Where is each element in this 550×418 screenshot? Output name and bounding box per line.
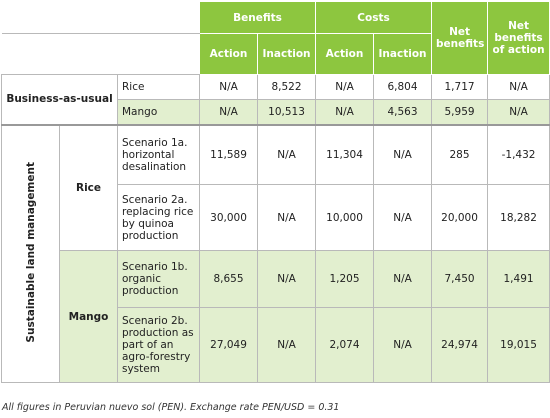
value-cell: N/A xyxy=(315,74,375,100)
value-cell: 11,304 xyxy=(315,123,375,185)
value-cell: N/A xyxy=(199,99,259,125)
value-cell: 2,074 xyxy=(315,307,375,383)
value-cell: 1,205 xyxy=(315,250,375,308)
value-cell: N/A xyxy=(257,123,317,185)
row: Mango Scenario 1b. organic production 8,… xyxy=(2,250,550,383)
value-cell: 20,000 xyxy=(431,184,489,251)
row: Business-as-usual Rice N/A 8,522 N/A 6,804 1… xyxy=(1,74,550,125)
value-cell: 1,717 xyxy=(431,74,489,100)
crop: Rice xyxy=(116,74,201,100)
value-cell: N/A xyxy=(487,99,550,125)
header-row: Benefits Costs Net benefits Net benefits… xyxy=(1,1,550,75)
row: Sustainable land management Rice Scenari… xyxy=(1,123,550,383)
value-cell: N/A xyxy=(373,184,433,251)
value-cell: N/A xyxy=(373,123,433,185)
crop: Mango xyxy=(116,99,201,125)
value-cell: 6,804 xyxy=(373,74,433,100)
header-group: Net benefits xyxy=(431,1,489,75)
results-table: Benefits Costs Net benefits Net benefits… xyxy=(1,1,550,383)
header-group: Benefits xyxy=(199,1,317,34)
scenario: Scenario 1b. organic production xyxy=(116,250,201,308)
value-cell: N/A xyxy=(373,307,433,383)
crop: Rice xyxy=(59,123,118,251)
value-cell: 30,000 xyxy=(199,184,259,251)
section-label-text: Sustainable land management xyxy=(24,161,37,343)
value-cell: 8,655 xyxy=(199,250,259,308)
scenario: Scenario 2b. production as part of an ag… xyxy=(116,307,201,383)
value-cell: N/A xyxy=(487,74,550,100)
section-label: Business-as-usual xyxy=(1,74,118,125)
subheader: Inaction xyxy=(373,33,433,75)
header-group: Net benefits of action xyxy=(487,1,550,75)
scenario: Scenario 1a. horizontal desalination xyxy=(116,123,201,185)
value-cell: N/A xyxy=(257,307,317,383)
subheader-row: Action Inaction Action Inaction xyxy=(1,33,550,75)
value-cell: N/A xyxy=(257,184,317,251)
value-cell: 5,959 xyxy=(431,99,489,125)
subheader: Action xyxy=(315,33,375,75)
scenario: Scenario 2a. replacing rice by quinoa pr… xyxy=(116,184,201,251)
value-cell: 27,049 xyxy=(199,307,259,383)
value-cell: 8,522 xyxy=(257,74,317,100)
footnote: All figures in Peruvian nuevo sol (PEN).… xyxy=(2,402,340,413)
value-cell: 7,450 xyxy=(431,250,489,308)
value-cell: N/A xyxy=(373,250,433,308)
row: Mango N/A 10,513 N/A 4,563 5,959 N/A xyxy=(2,99,550,125)
row: Scenario 2b. production as part of an ag… xyxy=(2,307,550,383)
value-cell: 4,563 xyxy=(373,99,433,125)
section-label: Sustainable land management xyxy=(1,123,60,383)
value-cell: 18,282 xyxy=(487,184,550,251)
value-cell: 24,974 xyxy=(431,307,489,383)
value-cell: -1,432 xyxy=(487,123,550,185)
value-cell: 10,000 xyxy=(315,184,375,251)
subheader: Action xyxy=(199,33,259,75)
value-cell: N/A xyxy=(315,99,375,125)
crop: Mango xyxy=(59,250,118,383)
value-cell: 1,491 xyxy=(487,250,550,308)
value-cell: 11,589 xyxy=(199,123,259,185)
subheader: Inaction xyxy=(257,33,317,75)
value-cell: N/A xyxy=(199,74,259,100)
header-group: Costs xyxy=(315,1,433,34)
value-cell: 285 xyxy=(431,123,489,185)
value-cell: N/A xyxy=(257,250,317,308)
value-cell: 10,513 xyxy=(257,99,317,125)
value-cell: 19,015 xyxy=(487,307,550,383)
